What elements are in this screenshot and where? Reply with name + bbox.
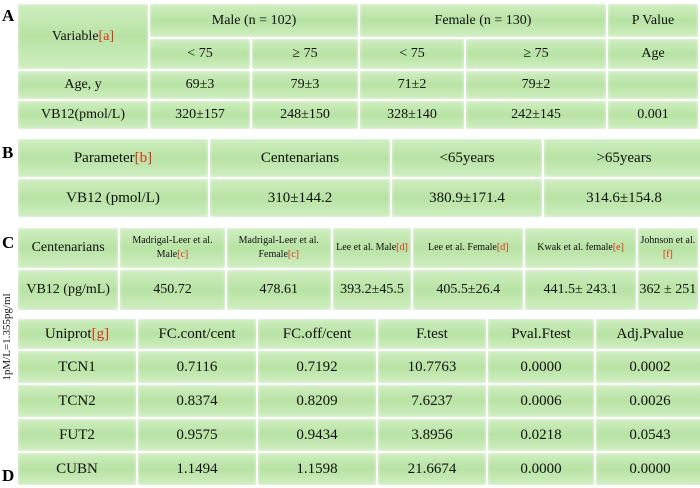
row-label: VB12(pmol/L): [18, 101, 148, 129]
female-ge75-header: ≥ 75: [466, 39, 606, 69]
cell: 362 ± 251: [637, 270, 698, 310]
ref-d: [d]: [396, 242, 408, 253]
study-header: Madrigal-Leer et al. Male[c]: [120, 228, 225, 268]
ref-e: [e]: [612, 242, 624, 253]
cell: 0.8374: [138, 385, 256, 417]
cell: 79±3: [252, 71, 358, 99]
table-d: Uniprot[g] FC.cont/cent FC.off/cent F.te…: [16, 317, 700, 487]
cell: 0.0006: [488, 385, 594, 417]
cell: 328±140: [360, 101, 464, 129]
gene-label: TCN1: [18, 351, 136, 383]
cell: 0.9434: [258, 419, 376, 451]
col-header: <65years: [392, 139, 542, 177]
table-row: TCN2 0.8374 0.8209 7.6237 0.0006 0.0026: [18, 385, 700, 417]
pvalue-header: P Value: [608, 4, 698, 37]
panel-letter-b: B: [2, 143, 14, 162]
cell: 0.0000: [488, 351, 594, 383]
table-row: CUBN 1.1494 1.1598 21.6674 0.0000 0.0000: [18, 453, 700, 485]
unit-conversion-note: 1pM/L=1.355pg/ml: [1, 293, 13, 381]
table-row: VB12 (pmol/L) 310±144.2 380.9±171.4 314.…: [18, 179, 700, 217]
cell: 310±144.2: [210, 179, 390, 217]
female-header: Female (n = 130): [360, 4, 606, 37]
gene-label: FUT2: [18, 419, 136, 451]
ref-b: [b]: [134, 149, 153, 166]
cell: 3.8956: [378, 419, 486, 451]
age-subheader: Age: [608, 39, 698, 69]
study-header: Lee et al. Female[d]: [413, 228, 524, 268]
cell: 0.7192: [258, 351, 376, 383]
centenarians-header: Centenarians: [18, 228, 119, 268]
cell: 0.0218: [488, 419, 594, 451]
cell: 71±2: [360, 71, 464, 99]
col-header: >65years: [544, 139, 700, 177]
row-label: Age, y: [18, 71, 148, 99]
col-header: Centenarians: [210, 139, 390, 177]
cell: 0.0000: [488, 453, 594, 485]
male-header: Male (n = 102): [150, 4, 358, 37]
panel-letter-a: A: [2, 6, 15, 25]
cell: 478.61: [226, 270, 331, 310]
cell: 10.7763: [378, 351, 486, 383]
male-lt75-header: < 75: [150, 39, 250, 69]
table-c: Centenarians Madrigal-Leer et al. Male[c…: [16, 226, 700, 312]
cell: 441.5± 243.1: [525, 270, 636, 310]
uniprot-header: Uniprot[g]: [18, 319, 136, 349]
study-header: Madrigal-Leer et al. Female[c]: [226, 228, 331, 268]
study-header: Kwak et al. female[e]: [525, 228, 636, 268]
table-row: VB12(pmol/L) 320±157 248±150 328±140 242…: [18, 101, 698, 129]
col-header: FC.off/cent: [258, 319, 376, 349]
col-header: F.test: [378, 319, 486, 349]
cell: 248±150: [252, 101, 358, 129]
panel-letter-c: C: [2, 233, 15, 252]
cell: 79±2: [466, 71, 606, 99]
cell: 7.6237: [378, 385, 486, 417]
parameter-header: Parameter[b]: [18, 139, 208, 177]
ref-g: [g]: [91, 325, 110, 342]
cell: 21.6674: [378, 453, 486, 485]
table-b: Parameter[b] Centenarians <65years >65ye…: [16, 137, 700, 219]
female-lt75-header: < 75: [360, 39, 464, 69]
study-header: Lee et al. Male[d]: [332, 228, 412, 268]
cell: 0.0000: [596, 453, 700, 485]
table-a: Variable[a] Male (n = 102) Female (n = 1…: [16, 2, 700, 131]
cell: 320±157: [150, 101, 250, 129]
col-header: Pval.Ftest: [488, 319, 594, 349]
cell: [608, 71, 698, 99]
cell: 0.7116: [138, 351, 256, 383]
panel-letter-d: D: [2, 466, 15, 485]
cell: 69±3: [150, 71, 250, 99]
cell: 380.9±171.4: [392, 179, 542, 217]
study-header: Johnson et al.[f]: [637, 228, 698, 268]
gene-label: TCN2: [18, 385, 136, 417]
gene-label: CUBN: [18, 453, 136, 485]
cell: 1.1598: [258, 453, 376, 485]
cell: 450.72: [120, 270, 225, 310]
ref-f: [f]: [662, 249, 673, 260]
table-row: TCN1 0.7116 0.7192 10.7763 0.0000 0.0002: [18, 351, 700, 383]
male-ge75-header: ≥ 75: [252, 39, 358, 69]
cell: 314.6±154.8: [544, 179, 700, 217]
variable-header: Variable[a]: [18, 4, 148, 69]
table-row: FUT2 0.9575 0.9434 3.8956 0.0218 0.0543: [18, 419, 700, 451]
cell: 1.1494: [138, 453, 256, 485]
cell: 0.8209: [258, 385, 376, 417]
ref-c: [c]: [287, 249, 300, 260]
cell: 242±145: [466, 101, 606, 129]
cell: 405.5±26.4: [413, 270, 524, 310]
row-label: VB12 (pmol/L): [18, 179, 208, 217]
ref-d: [d]: [496, 242, 509, 253]
table-row: Age, y 69±3 79±3 71±2 79±2: [18, 71, 698, 99]
ref-a: [a]: [98, 28, 115, 44]
col-header: Adj.Pvalue: [596, 319, 700, 349]
col-header: FC.cont/cent: [138, 319, 256, 349]
cell: 393.2±45.5: [332, 270, 412, 310]
row-label: VB12 (pg/mL): [18, 270, 119, 310]
cell: 0.0002: [596, 351, 700, 383]
cell: 0.001: [608, 101, 698, 129]
ref-c: [c]: [177, 249, 189, 260]
cell: 0.0026: [596, 385, 700, 417]
table-row: VB12 (pg/mL) 450.72 478.61 393.2±45.5 40…: [18, 270, 698, 310]
cell: 0.0543: [596, 419, 700, 451]
cell: 0.9575: [138, 419, 256, 451]
